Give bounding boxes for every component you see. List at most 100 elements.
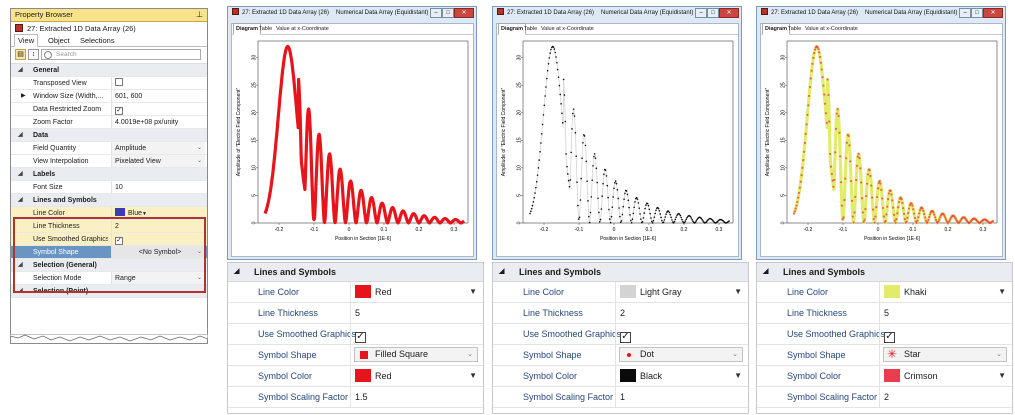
amplitude-chart[interactable]: -0.2 -0.1 0 0.1 0.2 0.3 0 5 10 15 20 25 30 Position i…	[761, 35, 1002, 255]
amplitude-chart[interactable]: -0.2 -0.1 0 0.1 0.2 0.3 0 5 10 15 20 25 30 Position i…	[232, 35, 473, 255]
property-value[interactable]: ✓	[879, 324, 1012, 344]
checkbox[interactable]: ✓	[115, 237, 123, 245]
category-lines-and-symbols[interactable]: ◢ Lines and Symbols	[228, 263, 483, 282]
category-general[interactable]: ◢ General	[11, 64, 207, 77]
category-lines-and-symbols[interactable]: ◢ Lines and Symbols	[493, 263, 748, 282]
property-value[interactable]: Khaki ▼	[879, 282, 1012, 302]
checkbox[interactable]: ✓	[355, 331, 366, 343]
property-row-symbol-shape[interactable]: Symbol Shape <No Symbol> ⌄	[11, 246, 207, 259]
maximize-icon[interactable]: □	[707, 8, 719, 18]
property-row-symbol-shape[interactable]: Symbol Shape Filled Square ⌄	[228, 345, 483, 366]
property-value[interactable]: Blue▼	[111, 207, 205, 219]
close-icon[interactable]: ✕	[454, 8, 474, 18]
chevron-down-icon[interactable]: ⌄	[196, 145, 202, 151]
property-value[interactable]: 2	[615, 303, 748, 323]
property-value[interactable]: <No Symbol> ⌄	[111, 246, 205, 258]
property-row-symbol-color[interactable]: Symbol Color Red ▼	[228, 366, 483, 387]
collapse-icon[interactable]: ◢	[18, 67, 23, 73]
property-row-line-color[interactable]: Line Color Red ▼	[228, 282, 483, 303]
checkbox[interactable]: ✓	[884, 331, 895, 343]
property-row-line-thickness[interactable]: Line Thickness 2	[493, 303, 748, 324]
collapse-icon[interactable]: ◢	[18, 171, 23, 177]
caret-down-icon[interactable]: ▼	[998, 371, 1006, 380]
property-value[interactable]: 4.0019e+08 px/unity	[111, 116, 205, 128]
tab-diagram[interactable]: Diagram	[762, 23, 791, 35]
symbol-shape-dropdown[interactable]: ✳ Star ⌄	[883, 347, 1007, 362]
tab-view[interactable]: View	[14, 34, 39, 47]
property-value[interactable]: ✓	[111, 233, 205, 245]
chevron-down-icon[interactable]: ⌄	[196, 249, 202, 255]
amplitude-chart[interactable]: -0.2 -0.1 0 0.1 0.2 0.3 0 5 10 15 20 25 30 Position i…	[497, 35, 738, 255]
property-value[interactable]: ✳ Star ⌄	[879, 345, 1012, 365]
collapse-icon[interactable]: ◢	[234, 268, 240, 275]
property-value[interactable]: Black ▼	[615, 366, 748, 386]
property-row-line-color[interactable]: Line Color Light Gray ▼	[493, 282, 748, 303]
property-value[interactable]: 601, 600	[111, 90, 205, 102]
tab-table[interactable]: Table	[259, 26, 273, 32]
property-value[interactable]: ✓	[111, 103, 205, 115]
collapse-icon[interactable]: ◢	[18, 262, 23, 268]
checkbox[interactable]	[115, 78, 123, 86]
category-lines-and-symbols[interactable]: ◢ Lines and Symbols	[11, 194, 207, 207]
close-icon[interactable]: ✕	[719, 8, 739, 18]
property-value[interactable]: Crimson ▼	[879, 366, 1012, 386]
tab-diagram[interactable]: Diagram	[498, 23, 527, 35]
maximize-icon[interactable]: □	[442, 8, 454, 18]
property-row-use-smoothed-graphics[interactable]: Use Smoothed Graphics ✓	[493, 324, 748, 345]
property-value[interactable]: 2	[879, 387, 1012, 407]
minimize-icon[interactable]: –	[430, 8, 442, 18]
chevron-down-icon[interactable]: ⌄	[467, 351, 473, 358]
checkbox[interactable]: ✓	[115, 107, 123, 115]
property-row-symbol-scaling-factor[interactable]: Symbol Scaling Factor 1.5	[228, 387, 483, 408]
category-lines-and-symbols[interactable]: ◢ Lines and Symbols	[757, 263, 1012, 282]
property-row-line-thickness[interactable]: Line Thickness 5	[757, 303, 1012, 324]
caret-down-icon[interactable]: ▼	[734, 371, 742, 380]
category-labels[interactable]: ◢ Labels	[11, 168, 207, 181]
property-row-symbol-shape[interactable]: Symbol Shape Dot ⌄	[493, 345, 748, 366]
category-data[interactable]: ◢ Data	[11, 129, 207, 142]
tab-table[interactable]: Table	[788, 26, 802, 32]
chevron-down-icon[interactable]: ⌄	[732, 351, 738, 358]
chevron-down-icon[interactable]: ⌄	[196, 158, 202, 164]
property-row-zoom-factor[interactable]: Zoom Factor 4.0019e+08 px/unity	[11, 116, 207, 129]
property-value[interactable]: Dot ⌄	[615, 345, 748, 365]
expand-icon[interactable]: ▶	[21, 93, 26, 99]
property-value[interactable]: Light Gray ▼	[615, 282, 748, 302]
property-value[interactable]: Amplitude ⌄	[111, 142, 205, 154]
tab-value-at-x-coordinate[interactable]: Value at x-Coordinate	[541, 26, 594, 32]
window-titlebar[interactable]: 27: Extracted 1D Data Array (26) Numerica…	[757, 7, 1005, 22]
category-selection-general[interactable]: ◢ Selection (General)	[11, 259, 207, 272]
tab-value-at-x-coordinate[interactable]: Value at x-Coordinate	[805, 26, 858, 32]
close-icon[interactable]: ✕	[983, 8, 1003, 18]
property-value[interactable]: Range ⌄	[111, 272, 205, 284]
property-row-transposed-view[interactable]: Transposed View	[11, 77, 207, 90]
property-row-symbol-color[interactable]: Symbol Color Crimson ▼	[757, 366, 1012, 387]
caret-down-icon[interactable]: ▼	[142, 211, 147, 217]
symbol-shape-dropdown[interactable]: Filled Square ⌄	[354, 347, 478, 362]
tab-value-at-x-coordinate[interactable]: Value at x-Coordinate	[276, 26, 329, 32]
property-row-use-smoothed-graphics[interactable]: Use Smoothed Graphics ✓	[11, 233, 207, 246]
minimize-icon[interactable]: –	[959, 8, 971, 18]
property-value[interactable]: Pixelated View ⌄	[111, 155, 205, 167]
maximize-icon[interactable]: □	[971, 8, 983, 18]
property-row-symbol-color[interactable]: Symbol Color Black ▼	[493, 366, 748, 387]
property-row-use-smoothed-graphics[interactable]: Use Smoothed Graphics ✓	[228, 324, 483, 345]
caret-down-icon[interactable]: ▼	[469, 287, 477, 296]
tab-selections[interactable]: Selections	[80, 36, 115, 45]
property-value[interactable]: Filled Square ⌄	[350, 345, 483, 365]
alphabetical-sort-icon[interactable]: ↕	[28, 49, 39, 60]
collapse-icon[interactable]: ◢	[763, 268, 769, 275]
collapse-icon[interactable]: ◢	[499, 268, 505, 275]
property-row-selection-mode[interactable]: Selection Mode Range ⌄	[11, 272, 207, 285]
property-row-window-size-width[interactable]: ▶ Window Size (Width,... 601, 600	[11, 90, 207, 103]
minimize-icon[interactable]: –	[695, 8, 707, 18]
caret-down-icon[interactable]: ▼	[734, 287, 742, 296]
tab-object[interactable]: Object	[48, 36, 70, 45]
property-row-view-interpolation[interactable]: View Interpolation Pixelated View ⌄	[11, 155, 207, 168]
search-input[interactable]: Search	[41, 49, 201, 60]
property-row-use-smoothed-graphics[interactable]: Use Smoothed Graphics ✓	[757, 324, 1012, 345]
chevron-down-icon[interactable]: ⌄	[996, 351, 1002, 358]
property-value[interactable]	[111, 77, 205, 89]
window-titlebar[interactable]: 27: Extracted 1D Data Array (26) Numerica…	[228, 7, 476, 22]
property-value[interactable]: 1	[615, 387, 748, 407]
